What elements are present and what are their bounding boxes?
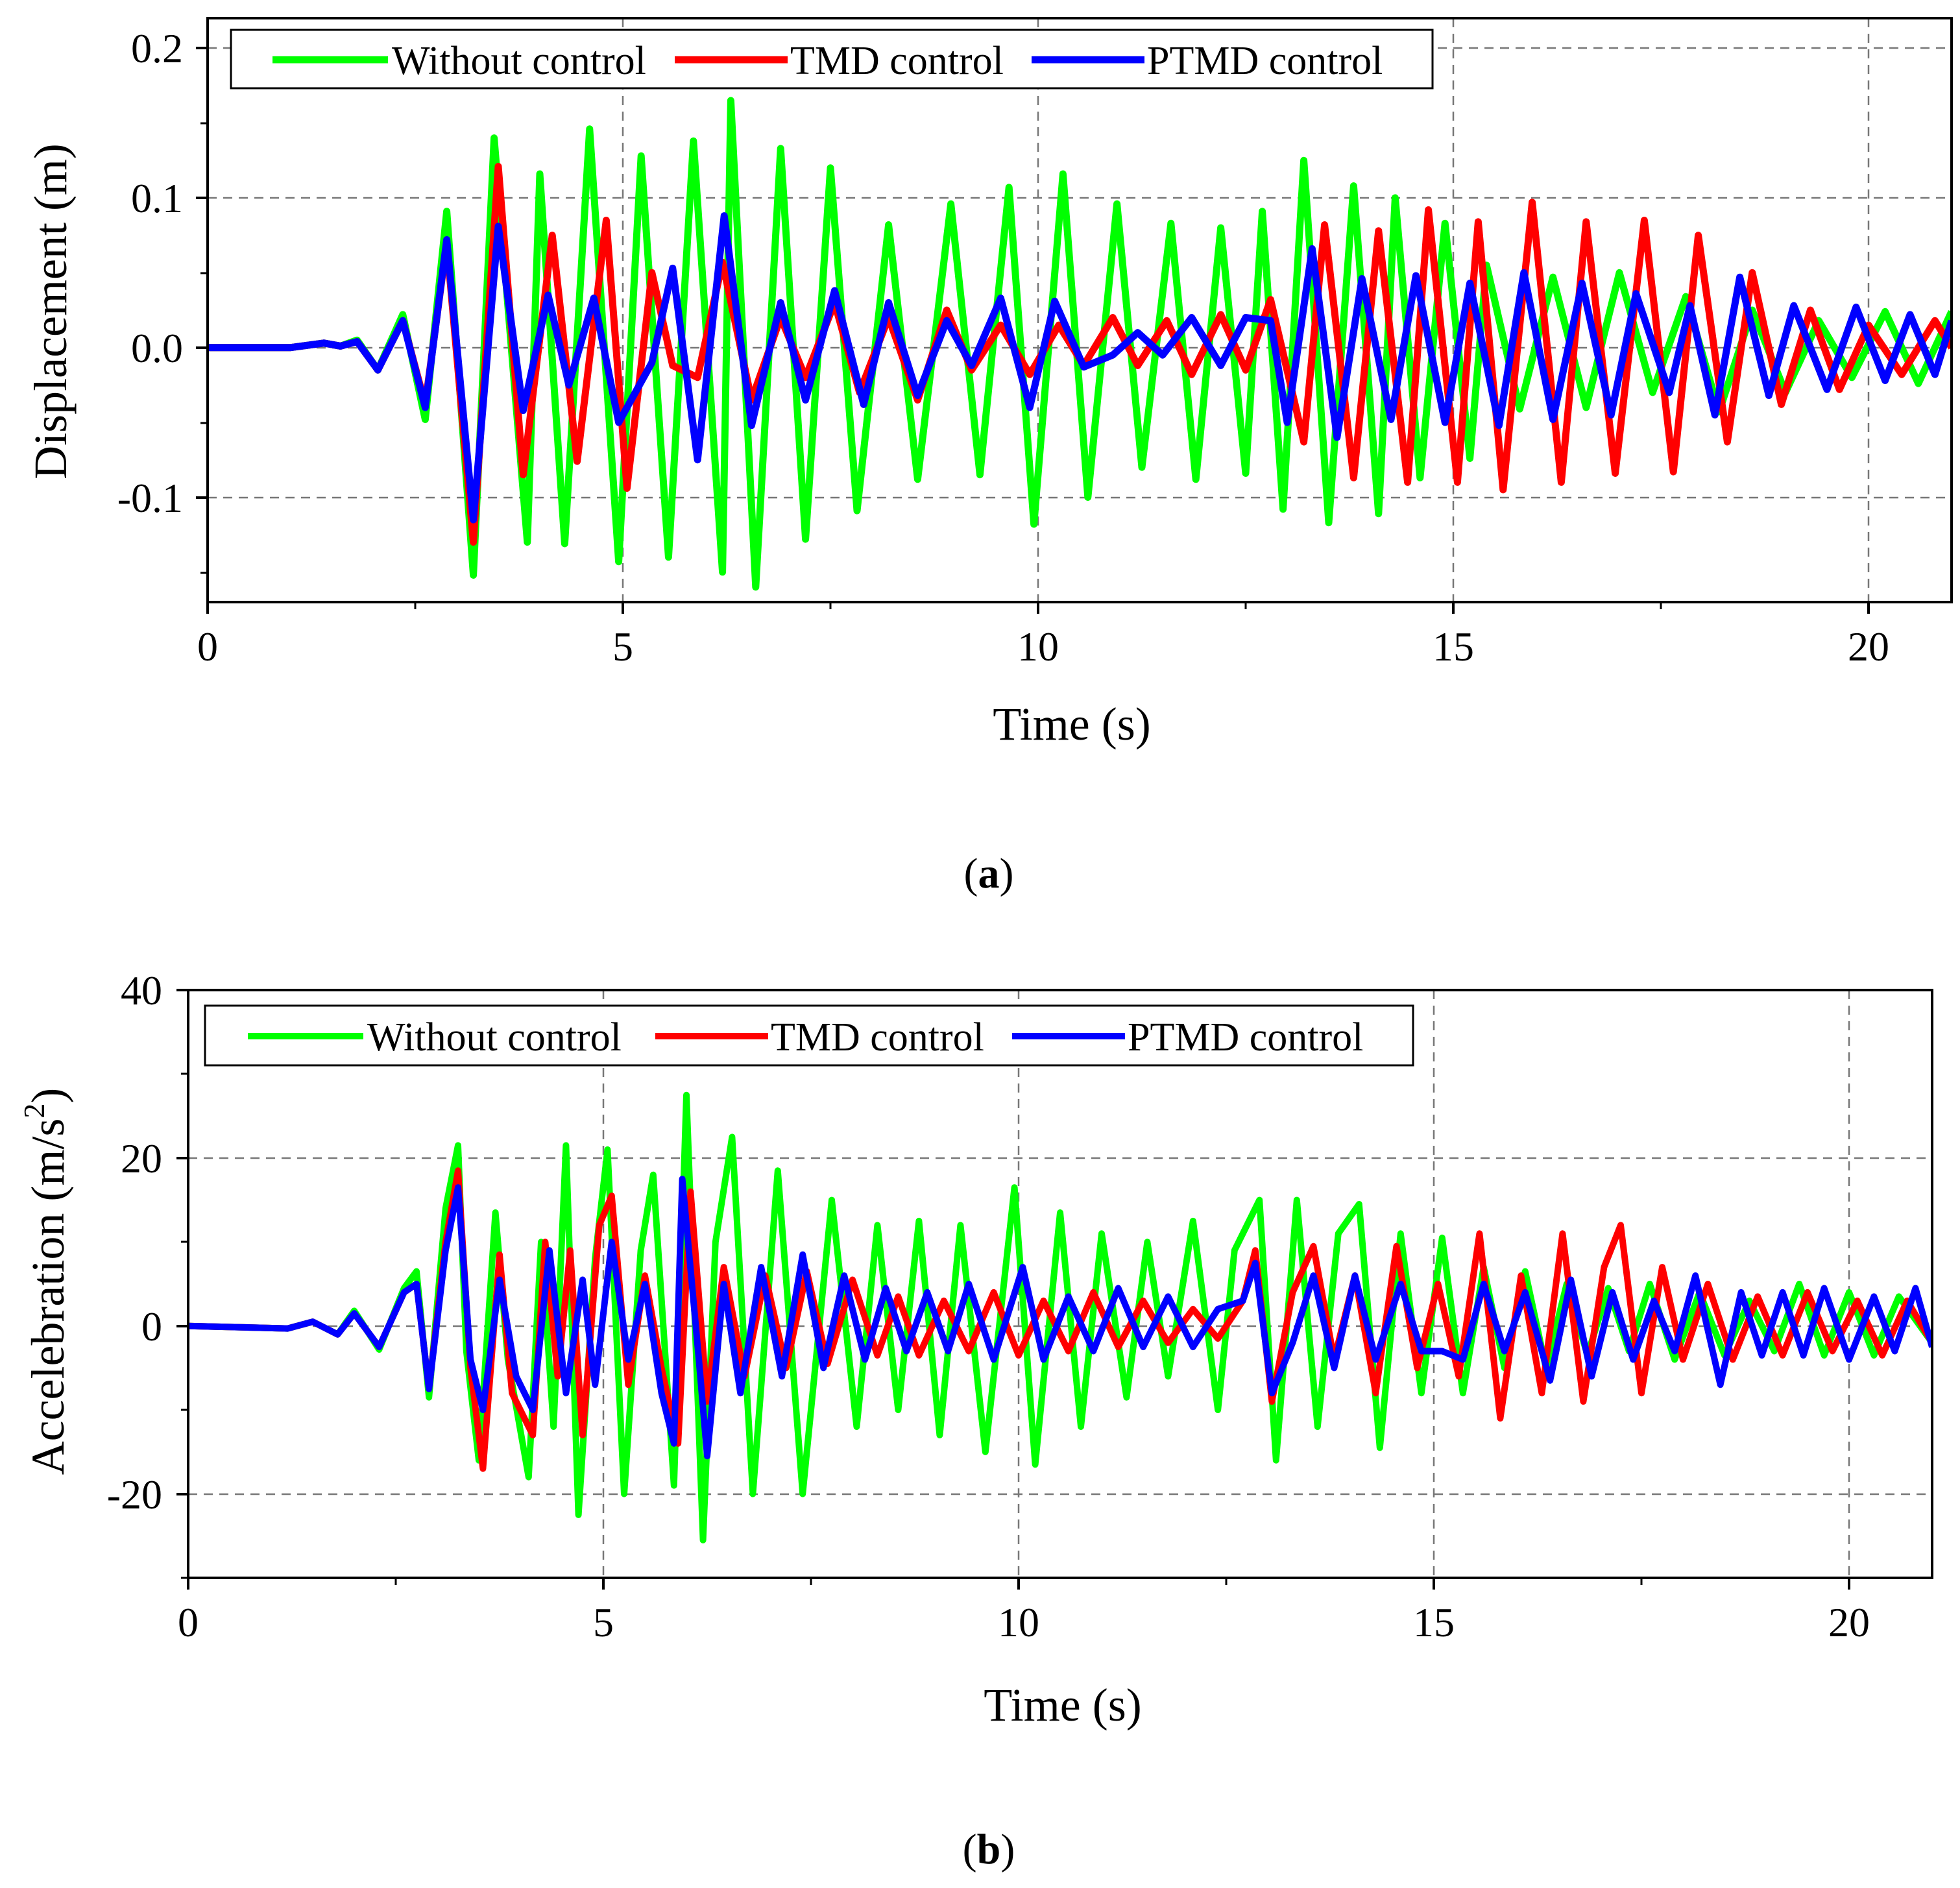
panel-b-y-tick-label: 0 <box>141 1303 162 1349</box>
panel-a-x-axis-title: Time (s) <box>993 698 1150 750</box>
panel-a-x-ticks <box>206 602 1870 614</box>
panel-a-x-tick-label: 5 <box>612 623 633 670</box>
panel-a-x-tick-label: 15 <box>1433 623 1474 670</box>
panel-a-legend-label-without-control: Without control <box>392 39 646 83</box>
panel-b-x-tick-label: 0 <box>178 1599 199 1645</box>
panel-b-axes-frame <box>187 989 1933 1579</box>
panel-b-y-axis-title-main: Accelebration (m/s <box>22 1119 74 1475</box>
panel-a-legend-label-tmd-control: TMD control <box>790 39 1004 83</box>
panel-a-series-ptmd-control <box>208 212 1952 524</box>
panel-b-x-tick-label: 10 <box>998 1599 1039 1645</box>
panel-a-y-tick-label: 0.2 <box>131 25 183 71</box>
panel-a-caption-label: a <box>978 850 1000 897</box>
panel-b-x-axis-title: Time (s) <box>984 1679 1141 1731</box>
panel-a-axes-frame <box>206 17 1953 603</box>
panel-b-x-tick-label: 15 <box>1413 1599 1455 1645</box>
panel-a-y-axis-title: Displacement (m) <box>25 143 77 479</box>
panel-a-legend-label-ptmd-control: PTMD control <box>1147 39 1383 83</box>
panel-b-x-tick-label: 5 <box>593 1599 614 1645</box>
panel-b-x-tick-label: 20 <box>1828 1599 1870 1645</box>
panel-a-y-tick-labels: 0.2 0.1 0.0 -0.1 <box>117 25 183 521</box>
panel-b-x-ticks <box>187 1578 1850 1590</box>
panel-a: 0 5 10 15 20 0.2 0.1 0.0 -0.1 Time (s) D… <box>25 17 1953 897</box>
panel-b: 0 5 10 15 20 40 20 0 -20 Time (s) Accele… <box>18 967 1933 1873</box>
panel-b-y-tick-label: -20 <box>107 1471 162 1518</box>
panel-b-y-axis-title: Accelebration (m/s2) <box>18 1088 74 1475</box>
panel-a-x-tick-label: 0 <box>197 623 218 670</box>
panel-a-plot-area <box>208 97 1952 591</box>
panel-b-legend: Without control TMD control PTMD control <box>204 1004 1414 1067</box>
panel-a-legend-box <box>230 29 1434 90</box>
panel-b-y-tick-label: 40 <box>121 967 162 1013</box>
panel-b-y-tick-label: 20 <box>121 1135 162 1181</box>
panel-a-y-tick-label: -0.1 <box>117 475 183 521</box>
panel-b-plot-area <box>188 1091 1932 1543</box>
panel-b-legend-label-without-control: Without control <box>367 1015 622 1059</box>
panel-b-legend-label-tmd-control: TMD control <box>771 1015 984 1059</box>
panel-a-caption: (a) <box>964 850 1014 897</box>
panel-a-y-tick-label: 0.0 <box>131 325 183 371</box>
panel-b-caption: (b) <box>963 1826 1015 1873</box>
panel-b-series-ptmd-control <box>188 1176 1932 1460</box>
panel-a-legend: Without control TMD control PTMD control <box>230 29 1434 90</box>
panel-b-y-axis-title-close: ) <box>22 1088 74 1104</box>
panel-a-x-tick-label: 20 <box>1848 623 1889 670</box>
panel-a-y-tick-label: 0.1 <box>131 175 183 221</box>
panel-b-y-tick-labels: 40 20 0 -20 <box>107 967 162 1518</box>
panel-b-y-ticks <box>176 989 188 1579</box>
panel-b-legend-label-ptmd-control: PTMD control <box>1128 1015 1363 1059</box>
panel-b-grid <box>188 990 1932 1578</box>
panel-b-caption-label: b <box>977 1826 1001 1873</box>
panel-a-x-tick-labels: 0 5 10 15 20 <box>197 623 1889 670</box>
panel-b-y-axis-title-exponent: 2 <box>18 1104 51 1119</box>
panel-b-legend-box <box>204 1004 1414 1067</box>
panel-a-y-ticks <box>196 47 208 574</box>
panel-b-x-tick-labels: 0 5 10 15 20 <box>178 1599 1870 1645</box>
panel-a-x-tick-label: 10 <box>1017 623 1059 670</box>
